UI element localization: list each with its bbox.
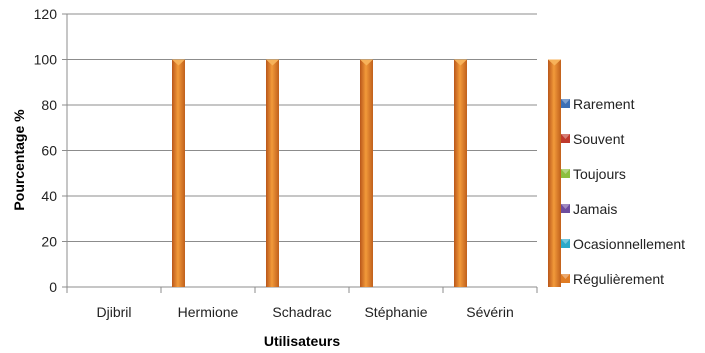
legend-swatch-shine [561,239,570,244]
legend-label: Jamais [573,201,617,217]
x-tick-label: Stéphanie [364,304,427,320]
y-tick-label: 0 [49,279,57,295]
legend-swatch-shine [561,204,570,209]
tick-labels: 0 20 40 60 80 100 120 Djibril Hermione Schadrac St… [34,6,514,320]
legend-swatch [561,274,570,283]
legend-swatch [561,204,570,213]
x-tick-label: Sévérin [466,304,513,320]
y-tick-label: 80 [41,97,57,113]
bars [172,59,561,287]
legend-label: Toujours [573,166,626,182]
legend-swatch [561,239,570,248]
legend-swatch-shine [561,99,570,104]
x-tick-label: Hermione [178,304,239,320]
y-axis-title: Pourcentage % [11,109,27,211]
bar [172,59,185,287]
bar-cap [454,59,467,66]
legend-label: Rarement [573,96,635,112]
x-tick-label: Schadrac [272,304,331,320]
legend-swatch [561,169,570,178]
legend-label: Souvent [573,131,624,147]
bar [360,59,373,287]
bar [548,59,561,287]
bar-cap [360,59,373,66]
legend-label: Régulièrement [573,271,664,287]
bar-cap [548,59,561,66]
x-axis-title: Utilisateurs [264,333,340,349]
legend-swatch-shine [561,274,570,279]
bar-cap [266,59,279,66]
y-tick-label: 20 [41,234,57,250]
y-tick-label: 40 [41,188,57,204]
y-tick-label: 120 [34,6,58,22]
y-tick-label: 60 [41,143,57,159]
bar [266,59,279,287]
legend: Rarement Souvent Toujours Jamais Ocasionnell… [561,96,685,287]
legend-swatch-shine [561,169,570,174]
legend-swatch-shine [561,134,570,139]
y-tick-label: 100 [34,52,58,68]
legend-swatch [561,134,570,143]
x-tick-label: Djibril [97,304,132,320]
bar [454,59,467,287]
bar-cap [172,59,185,66]
legend-swatch [561,99,570,108]
legend-label: Ocasionnellement [573,236,685,252]
